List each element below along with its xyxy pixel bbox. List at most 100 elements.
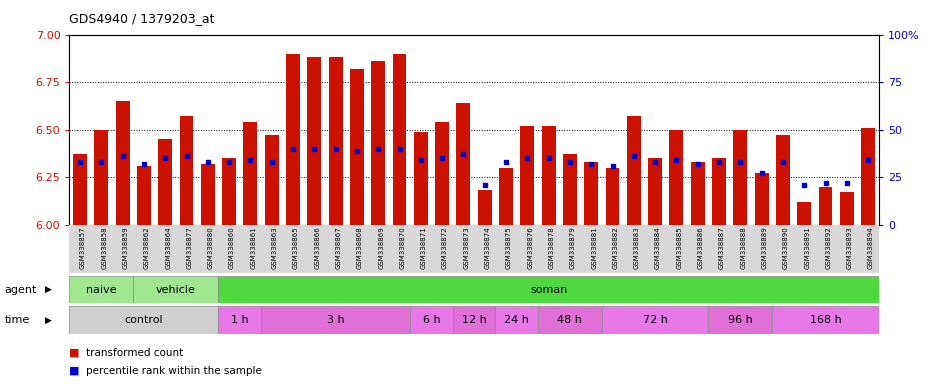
Text: GSM338879: GSM338879: [570, 226, 576, 269]
Text: GSM338874: GSM338874: [485, 226, 490, 269]
Bar: [691, 162, 705, 225]
Bar: [73, 154, 87, 225]
Text: GSM338894: GSM338894: [868, 226, 874, 269]
Text: 168 h: 168 h: [809, 315, 842, 325]
Text: GSM338883: GSM338883: [634, 226, 640, 269]
Bar: [457, 103, 470, 225]
Text: GSM338866: GSM338866: [314, 226, 320, 269]
Bar: [371, 61, 385, 225]
Text: 48 h: 48 h: [558, 315, 583, 325]
Text: GSM338861: GSM338861: [251, 226, 256, 269]
Text: GSM338888: GSM338888: [740, 226, 746, 269]
Text: GSM338859: GSM338859: [123, 226, 129, 269]
Text: GSM338858: GSM338858: [102, 226, 107, 269]
Bar: [410, 306, 452, 334]
Bar: [496, 306, 538, 334]
Text: GSM338876: GSM338876: [527, 226, 534, 269]
Bar: [772, 306, 879, 334]
Bar: [734, 130, 747, 225]
Text: GSM338869: GSM338869: [378, 226, 384, 269]
Bar: [585, 162, 598, 225]
Text: GSM338886: GSM338886: [697, 226, 704, 269]
Bar: [840, 192, 854, 225]
Text: GSM338864: GSM338864: [166, 226, 171, 269]
Bar: [670, 130, 684, 225]
Bar: [755, 173, 769, 225]
Text: GDS4940 / 1379203_at: GDS4940 / 1379203_at: [69, 12, 215, 25]
Text: soman: soman: [530, 285, 567, 295]
Text: 3 h: 3 h: [327, 315, 344, 325]
Bar: [201, 164, 215, 225]
Text: GSM338878: GSM338878: [549, 226, 555, 269]
Text: agent: agent: [5, 285, 37, 295]
Bar: [648, 158, 662, 225]
Bar: [261, 306, 410, 334]
Bar: [218, 276, 879, 303]
Bar: [500, 168, 513, 225]
Text: GSM338862: GSM338862: [144, 226, 150, 269]
Text: 1 h: 1 h: [231, 315, 249, 325]
Text: ▶: ▶: [44, 316, 52, 325]
Text: GSM338863: GSM338863: [272, 226, 278, 269]
Text: 72 h: 72 h: [643, 315, 668, 325]
Bar: [222, 158, 236, 225]
Bar: [606, 168, 620, 225]
Text: GSM338889: GSM338889: [761, 226, 768, 269]
Text: GSM338873: GSM338873: [463, 226, 469, 269]
Bar: [478, 190, 491, 225]
Text: GSM338892: GSM338892: [825, 226, 832, 269]
Text: ■: ■: [69, 348, 80, 358]
Text: GSM338880: GSM338880: [208, 226, 214, 269]
Text: GSM338875: GSM338875: [506, 226, 512, 269]
Text: GSM338872: GSM338872: [442, 226, 448, 269]
Text: GSM338867: GSM338867: [336, 226, 341, 269]
Text: GSM338871: GSM338871: [421, 226, 426, 269]
Bar: [286, 54, 300, 225]
Bar: [116, 101, 130, 225]
Text: time: time: [5, 315, 30, 325]
Text: GSM338870: GSM338870: [400, 226, 405, 269]
Text: 24 h: 24 h: [504, 315, 529, 325]
Bar: [69, 306, 218, 334]
Text: GSM338887: GSM338887: [719, 226, 725, 269]
Bar: [435, 122, 449, 225]
Text: 6 h: 6 h: [423, 315, 440, 325]
Text: GSM338881: GSM338881: [591, 226, 598, 269]
Bar: [94, 130, 108, 225]
Text: GSM338893: GSM338893: [846, 226, 853, 269]
Bar: [627, 116, 641, 225]
Bar: [307, 57, 321, 225]
Bar: [521, 126, 535, 225]
Bar: [712, 158, 726, 225]
Text: transformed count: transformed count: [86, 348, 183, 358]
Text: 96 h: 96 h: [728, 315, 753, 325]
Bar: [776, 135, 790, 225]
Bar: [218, 306, 261, 334]
Text: ▶: ▶: [44, 285, 52, 294]
Text: GSM338882: GSM338882: [612, 226, 619, 269]
Bar: [797, 202, 811, 225]
Bar: [133, 276, 218, 303]
Bar: [158, 139, 172, 225]
Bar: [243, 122, 257, 225]
Bar: [413, 131, 427, 225]
Bar: [563, 154, 577, 225]
Text: vehicle: vehicle: [156, 285, 196, 295]
Text: GSM338877: GSM338877: [187, 226, 192, 269]
Text: GSM338891: GSM338891: [804, 226, 810, 269]
Bar: [137, 166, 151, 225]
Bar: [542, 126, 556, 225]
Text: 12 h: 12 h: [462, 315, 487, 325]
Bar: [452, 306, 496, 334]
Bar: [709, 306, 772, 334]
Text: control: control: [125, 315, 163, 325]
Text: GSM338860: GSM338860: [229, 226, 235, 269]
Text: GSM338857: GSM338857: [80, 226, 86, 269]
Text: naive: naive: [86, 285, 117, 295]
Bar: [328, 57, 342, 225]
Bar: [538, 306, 602, 334]
Bar: [392, 54, 406, 225]
Bar: [179, 116, 193, 225]
Text: GSM338885: GSM338885: [676, 226, 683, 269]
Text: GSM338865: GSM338865: [293, 226, 299, 269]
